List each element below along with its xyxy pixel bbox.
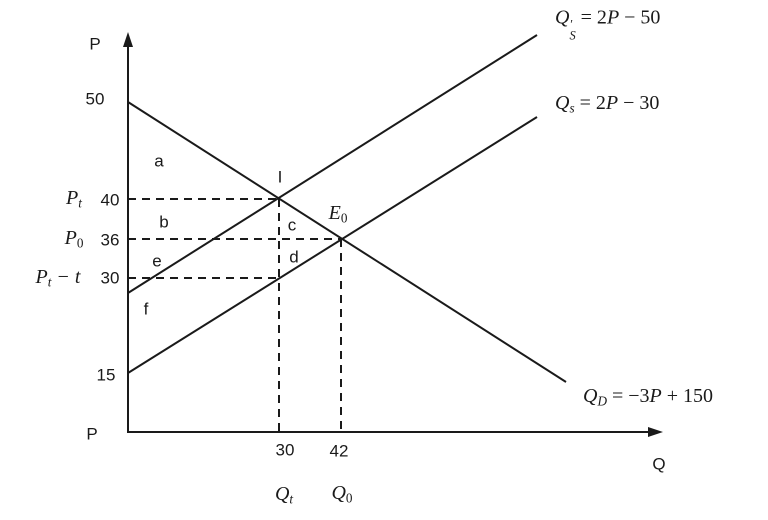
- eq1-subscript: S: [569, 29, 576, 44]
- e0-subscript: 0: [340, 210, 348, 226]
- price-pt-minus-t-value: 30: [100, 268, 120, 288]
- q0-subscript: 0: [345, 490, 353, 506]
- price-pt-minus-t-symbol: Pt − t: [36, 267, 81, 289]
- area-f-label: f: [143, 299, 149, 319]
- quantity-qt-symbol: Qt: [275, 484, 293, 506]
- eq2-var: P: [605, 92, 619, 115]
- quantity-30-tick: 30: [275, 440, 295, 460]
- price-50-label: 50: [85, 89, 105, 109]
- eq1-var: P: [606, 6, 620, 29]
- demand-equation: QD = −3P + 150: [583, 386, 713, 408]
- area-e-label: e: [152, 251, 162, 271]
- y-axis-title: P: [89, 34, 101, 54]
- eq2-subscript: s: [569, 100, 575, 116]
- eq1-prime-sub-stack: ′ S: [569, 17, 576, 44]
- p0-subscript: 0: [76, 235, 84, 251]
- pt-base: P: [66, 187, 79, 210]
- eq2-mid: = 2: [574, 92, 606, 115]
- eq1-prime: ′: [569, 17, 573, 32]
- supply-curve-original: [127, 116, 538, 374]
- area-d-label: d: [289, 247, 299, 267]
- x-axis-title: Q: [652, 454, 666, 474]
- eq3-subscript: D: [597, 393, 607, 409]
- price-pt-symbol: Pt: [66, 188, 82, 210]
- eq3-tail: + 150: [661, 385, 714, 408]
- eq1-tail: − 50: [619, 6, 661, 29]
- origin-label: P: [86, 424, 98, 444]
- supply-curve-shifted: [127, 34, 538, 294]
- q0-base: Q: [331, 482, 346, 505]
- x-axis-arrowhead-icon: [648, 427, 663, 437]
- y-axis-arrowhead-icon: [123, 32, 133, 47]
- point-intersection-label: I: [277, 167, 283, 187]
- supply-original-equation: Qs = 2P − 30: [555, 93, 659, 115]
- price-pt-value: 40: [100, 190, 120, 210]
- pt-subscript: t: [78, 195, 82, 211]
- ptt-rest: − t: [51, 266, 81, 289]
- eq3-mid: = −3: [606, 385, 650, 408]
- qt-base: Q: [274, 483, 290, 506]
- supply-shifted-equation: Q ′ S = 2P − 50: [555, 8, 660, 43]
- point-equilibrium-label: E0: [329, 203, 348, 225]
- eq3-var: P: [649, 385, 662, 408]
- area-a-label: a: [154, 151, 164, 171]
- e0-base: E: [328, 202, 341, 225]
- eq1-lhs: Q: [555, 6, 570, 29]
- quantity-q0-symbol: Q0: [331, 483, 352, 505]
- price-15-label: 15: [96, 365, 116, 385]
- area-b-label: b: [159, 212, 169, 232]
- p0-base: P: [64, 227, 77, 250]
- price-p0-value: 36: [100, 230, 120, 250]
- eq3-lhs: Q: [583, 385, 598, 408]
- demand-curve: [127, 101, 567, 383]
- price-p0-symbol: P0: [65, 228, 84, 250]
- ptt-subscript: t: [47, 274, 52, 290]
- eq2-lhs: Q: [555, 92, 570, 115]
- eq2-tail: − 30: [618, 92, 660, 115]
- ptt-base: P: [35, 266, 48, 289]
- quantity-42-tick: 42: [329, 441, 349, 461]
- area-c-label: c: [287, 215, 297, 235]
- qt-subscript: t: [289, 491, 294, 507]
- eq1-mid: = 2: [575, 6, 607, 29]
